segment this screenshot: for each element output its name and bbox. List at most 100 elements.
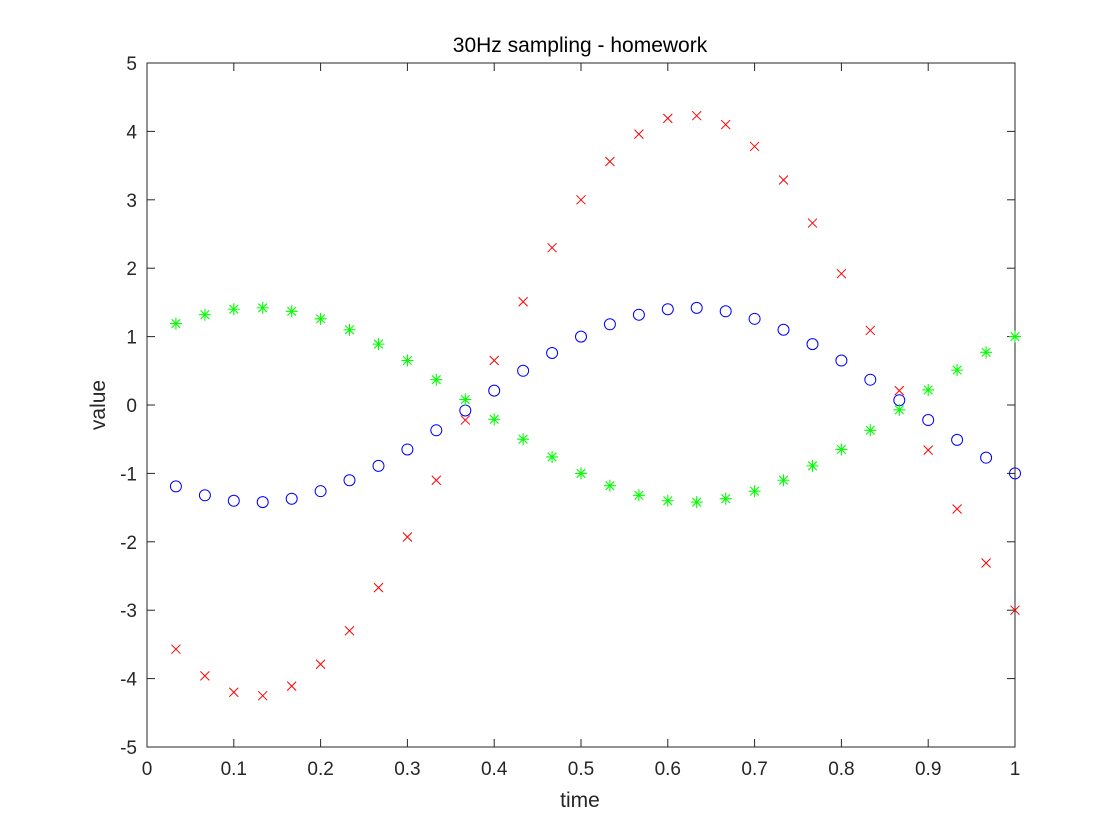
data-point-cross: [344, 625, 355, 636]
data-point-circle: [748, 312, 761, 325]
data-point-circle: [575, 330, 587, 343]
data-point-asterisk: [459, 393, 472, 406]
data-point-circle: [372, 459, 385, 472]
data-point-circle: [632, 308, 645, 321]
data-point-cross: [807, 218, 818, 228]
y-tick-label: 3: [126, 191, 137, 212]
data-point-circle: [777, 323, 790, 336]
data-point-circle: [1009, 467, 1021, 480]
data-point-asterisk: [603, 479, 616, 492]
data-point-circle: [922, 414, 935, 427]
data-point-cross: [315, 659, 326, 670]
x-tick-label: 0.6: [655, 759, 681, 780]
data-point-cross: [1010, 605, 1020, 616]
data-point-cross: [662, 113, 673, 124]
plot-area: [146, 62, 1016, 748]
data-point-cross: [518, 296, 528, 307]
data-point-asterisk: [401, 354, 414, 367]
data-point-circle: [285, 492, 298, 505]
data-point-cross: [836, 268, 847, 279]
data-point-circle: [401, 443, 414, 456]
x-tick-label: 0.1: [221, 759, 247, 780]
data-point-asterisk: [169, 317, 182, 330]
x-axis: 0 0.1 0.2 0.3 0.4 0.5 0.6 0.7 0.8 0.9 1: [142, 63, 1021, 780]
y-tick-label: -2: [120, 533, 137, 554]
data-point-circle: [227, 494, 240, 507]
x-tick-label: 0.7: [741, 759, 767, 780]
data-point-cross: [257, 690, 268, 701]
data-point-cross: [200, 671, 210, 681]
data-point-asterisk: [517, 433, 530, 446]
y-axis: -5 -4 -3 -2 -1 0 1 2 3 4 5: [120, 54, 1015, 759]
y-tick-label: -4: [120, 670, 137, 691]
x-tick-label: 0.5: [568, 759, 594, 780]
data-point-circle: [806, 338, 819, 351]
data-point-circle: [314, 485, 327, 498]
data-point-asterisk: [922, 383, 935, 396]
x-tick-label: 0.3: [394, 759, 420, 780]
data-point-asterisk: [806, 459, 819, 472]
data-markers: [169, 110, 1021, 701]
data-point-cross: [489, 355, 500, 366]
data-point-circle: [169, 480, 182, 493]
chart-title: 30Hz sampling - homework: [453, 34, 708, 57]
data-point-circle: [690, 301, 703, 314]
data-point-asterisk: [632, 489, 645, 502]
data-point-circle: [603, 318, 616, 331]
data-point-cross: [923, 445, 934, 455]
data-point-circle: [719, 305, 732, 318]
plot-frame: [146, 62, 1016, 748]
data-point-asterisk: [430, 373, 443, 386]
data-point-cross: [373, 582, 384, 593]
y-axis-label: value: [87, 380, 110, 430]
x-tick-label: 0.4: [481, 759, 508, 780]
data-point-asterisk: [661, 494, 674, 507]
series-cross-markers: [171, 110, 1020, 701]
data-point-cross: [460, 415, 471, 425]
y-tick-label: -1: [120, 464, 137, 485]
data-point-circle: [343, 474, 356, 487]
data-point-cross: [749, 141, 760, 152]
y-tick-label: 4: [126, 122, 137, 143]
data-point-asterisk: [690, 496, 703, 509]
data-point-cross: [605, 156, 615, 167]
x-tick-label: 1: [1010, 759, 1021, 780]
data-point-asterisk: [256, 301, 269, 314]
x-tick-label: 0: [142, 759, 153, 780]
data-point-asterisk: [893, 403, 906, 416]
data-point-asterisk: [777, 474, 790, 487]
data-point-circle: [430, 424, 443, 437]
y-tick-label: -5: [120, 738, 137, 759]
data-point-asterisk: [372, 338, 385, 351]
data-point-circle: [488, 384, 501, 397]
y-tick-label: 1: [126, 328, 137, 349]
y-tick-label: -3: [120, 601, 137, 622]
data-point-cross: [720, 119, 731, 130]
data-point-asterisk: [980, 346, 993, 359]
data-point-asterisk: [864, 424, 877, 437]
data-point-circle: [835, 354, 848, 367]
data-point-asterisk: [951, 364, 964, 377]
data-point-cross: [576, 194, 586, 205]
data-point-asterisk: [488, 413, 501, 426]
data-point-asterisk: [748, 485, 761, 498]
x-axis-label: time: [560, 789, 600, 812]
data-point-cross: [171, 644, 181, 655]
data-point-circle: [951, 433, 964, 446]
data-point-circle: [864, 373, 877, 386]
data-point-cross: [981, 558, 991, 568]
y-tick-label: 0: [126, 396, 137, 417]
x-tick-label: 0.9: [915, 759, 941, 780]
series-asterisk-markers: [169, 301, 1021, 509]
y-tick-label: 2: [126, 259, 137, 280]
y-tick-label: 5: [126, 54, 137, 75]
data-point-cross: [952, 504, 962, 514]
data-point-asterisk: [719, 492, 732, 505]
data-point-circle: [980, 451, 993, 464]
data-point-asterisk: [198, 308, 211, 321]
data-point-asterisk: [835, 443, 848, 456]
data-point-cross: [228, 687, 239, 698]
data-point-asterisk: [343, 323, 356, 336]
data-point-cross: [865, 325, 876, 336]
